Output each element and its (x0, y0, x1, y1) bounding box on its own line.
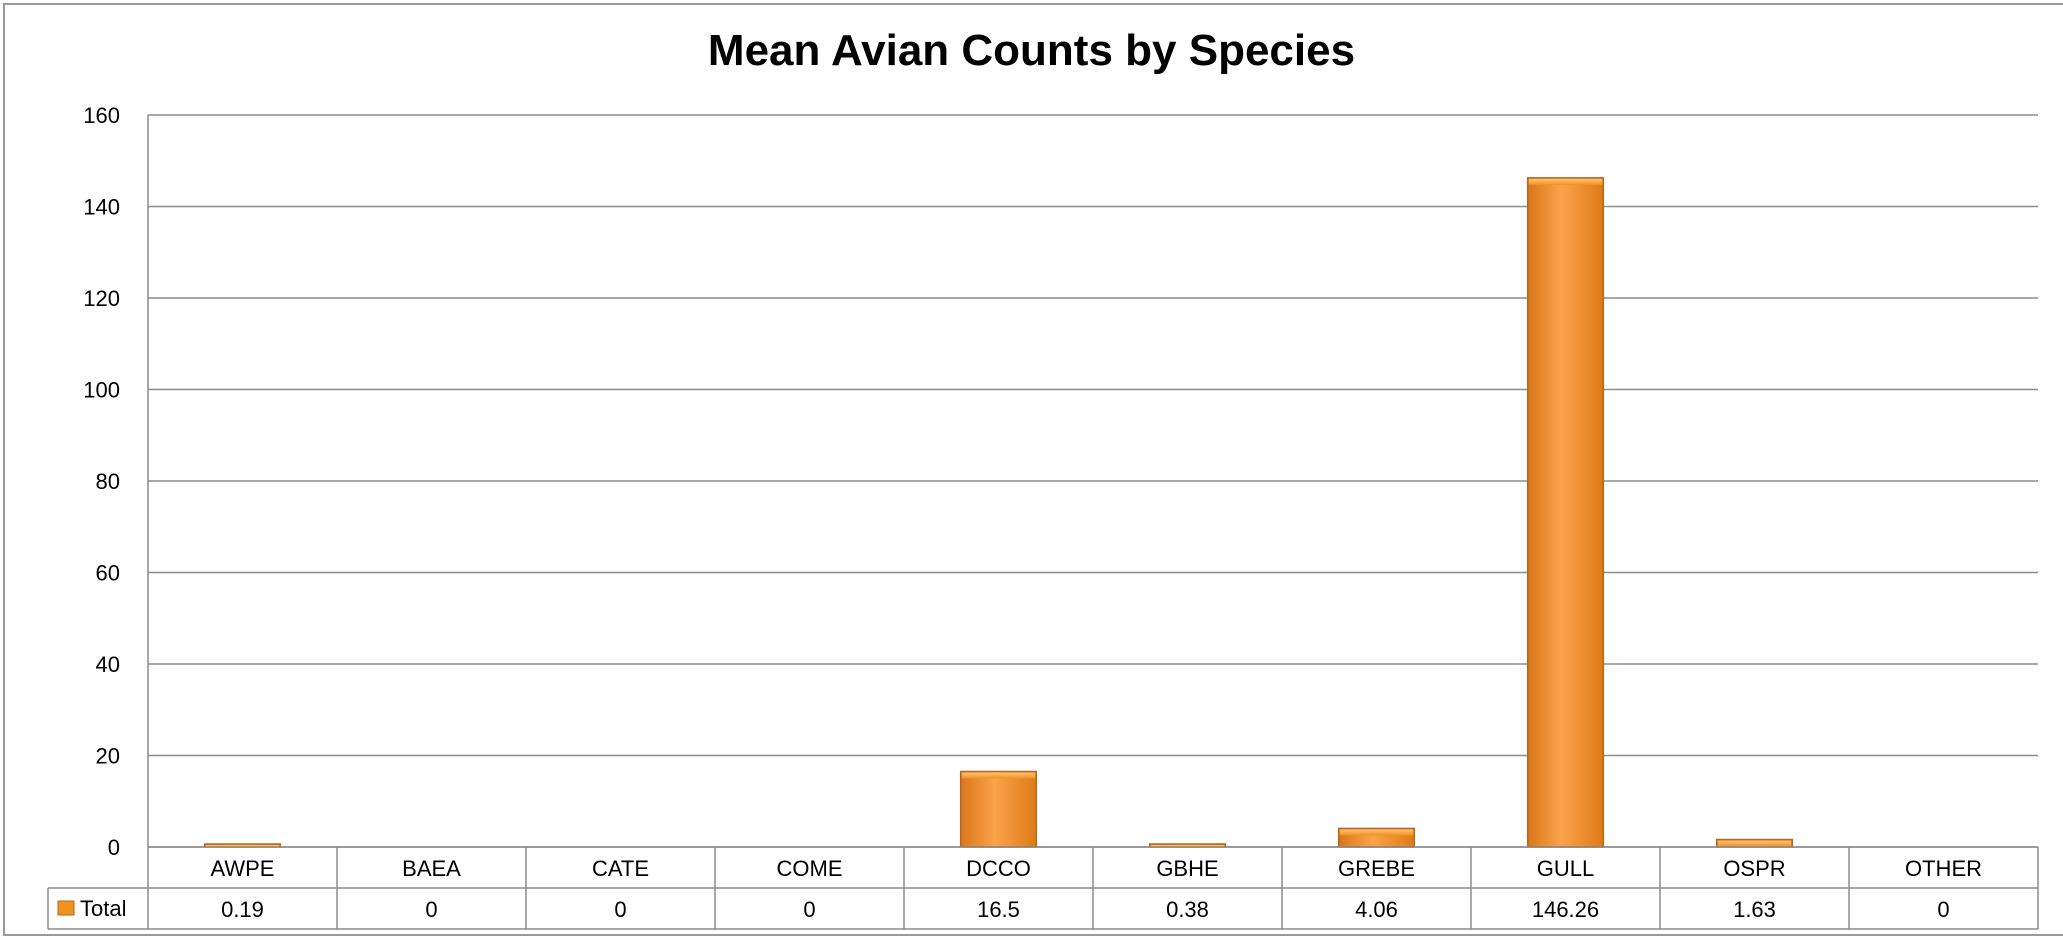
category-label: CATE (592, 856, 649, 881)
y-tick-label: 60 (96, 561, 120, 586)
data-value-label: 0 (1937, 897, 1949, 922)
y-tick-label: 0 (108, 835, 120, 860)
data-value-label: 0 (425, 897, 437, 922)
y-tick-label: 100 (83, 378, 120, 403)
category-label: AWPE (211, 856, 275, 881)
data-value-label: 0 (803, 897, 815, 922)
bar-top-bevel (1528, 178, 1603, 185)
category-label: GULL (1537, 856, 1594, 881)
legend-label: Total (80, 896, 126, 921)
category-label: BAEA (402, 856, 461, 881)
y-tick-label: 20 (96, 744, 120, 769)
chart-title: Mean Avian Counts by Species (707, 26, 1356, 75)
data-table: AWPE 0.19 BAEA 0 CATE 0 COME 0 DCCO 16.5 GBHE 0.38 G… (47, 846, 2039, 930)
data-value-label: 0.19 (221, 897, 264, 922)
data-value-label: 146.26 (1532, 897, 1599, 922)
y-tick-label: 80 (96, 469, 120, 494)
bar (959, 770, 1038, 848)
bars (203, 177, 1794, 848)
y-tick-label: 160 (83, 103, 120, 128)
category-label: COME (777, 856, 843, 881)
data-value-label: 16.5 (977, 897, 1020, 922)
category-label: GREBE (1338, 856, 1415, 881)
legend-key (57, 900, 75, 916)
bar-top-bevel (1717, 840, 1792, 847)
gridlines (147, 114, 2038, 848)
category-label: OSPR (1723, 856, 1785, 881)
y-tick-label: 140 (83, 195, 120, 220)
bar (1526, 177, 1605, 848)
y-tick-label: 120 (83, 286, 120, 311)
y-axis-ticks: 0 20 40 60 80 100 120 140 160 (83, 103, 120, 860)
data-value-label: 0.38 (1166, 897, 1209, 922)
bar-top-bevel (961, 772, 1036, 779)
data-value-label: 0 (614, 897, 626, 922)
y-tick-label: 40 (96, 652, 120, 677)
category-label: DCCO (966, 856, 1031, 881)
data-value-label: 1.63 (1733, 897, 1776, 922)
category-label: GBHE (1156, 856, 1218, 881)
bar-top-bevel (1339, 829, 1414, 836)
data-value-label: 4.06 (1355, 897, 1398, 922)
category-label: OTHER (1905, 856, 1982, 881)
